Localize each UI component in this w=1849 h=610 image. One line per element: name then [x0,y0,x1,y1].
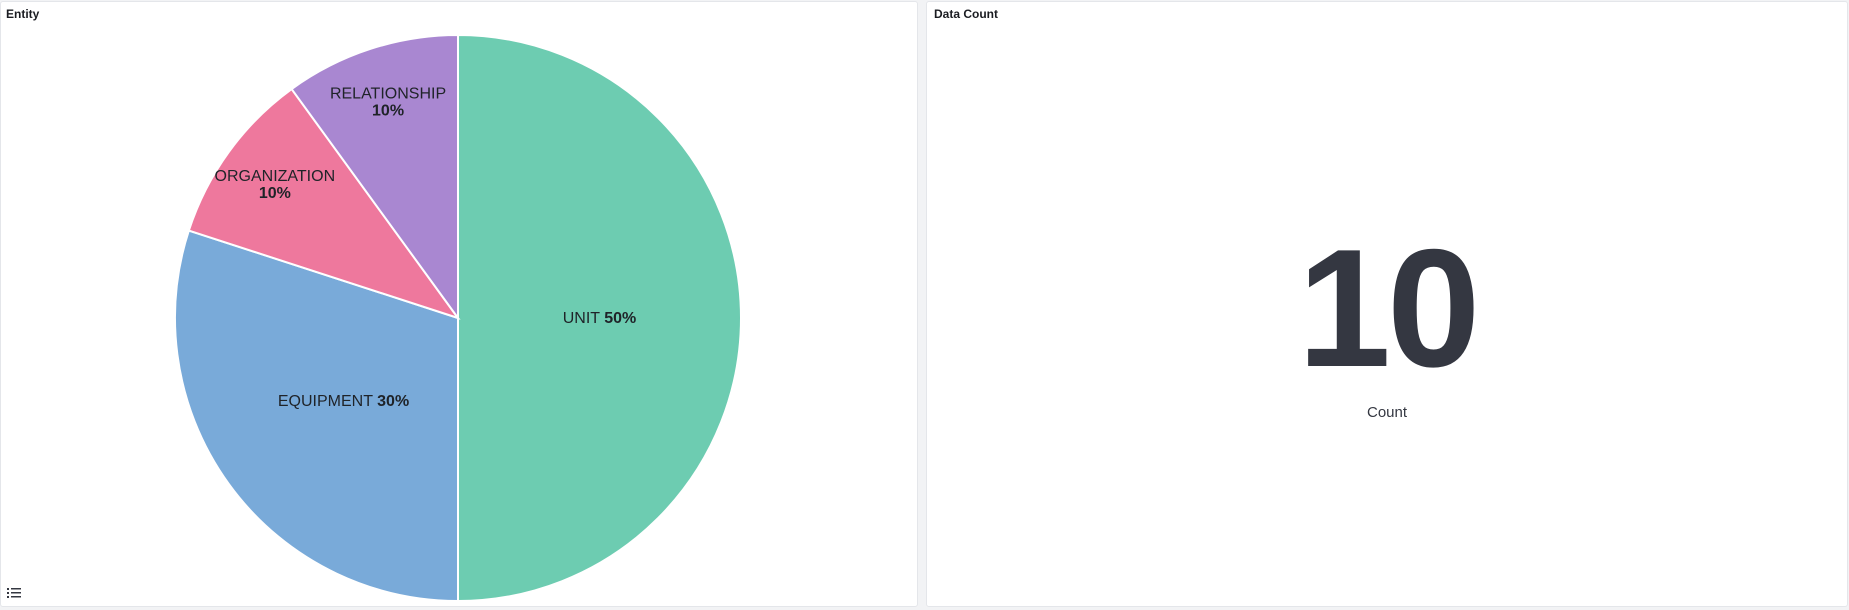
metric: 10 Count [927,224,1847,421]
data-count-panel: Data Count 10 Count [926,1,1848,607]
metric-label: Count [927,404,1847,421]
metric-value: 10 [927,224,1847,392]
pie-label-equipment: EQUIPMENT 30% [278,393,409,410]
entity-panel: Entity UNIT 50% EQUIPMENT 30% ORGANIZATION… [0,1,918,607]
list-icon[interactable] [7,587,21,599]
data-count-panel-title: Data Count [934,7,998,21]
pie-label-unit: UNIT 50% [563,310,637,327]
entity-pie-chart: UNIT 50%EQUIPMENT 30%ORGANIZATION 10%RELA… [1,2,919,608]
